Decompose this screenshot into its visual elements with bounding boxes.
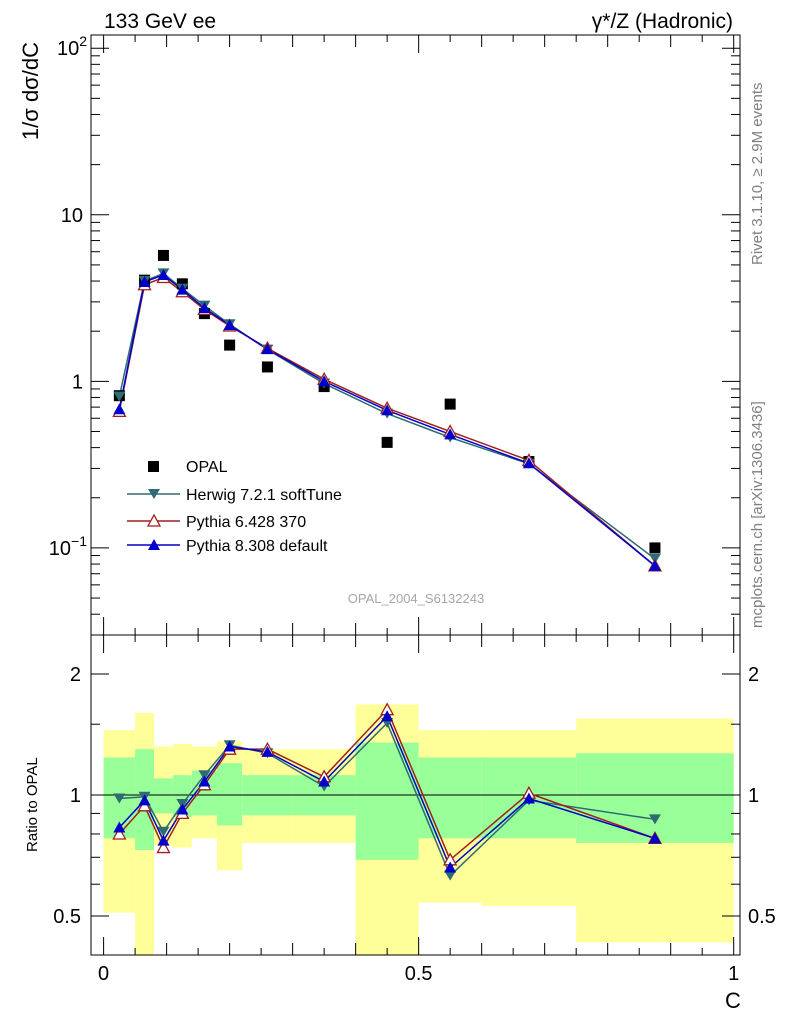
pythia8-main-point-9 [444,428,457,440]
main-ylabel: 1/σ dσ/dC [18,42,43,140]
rivet-label: Rivet 3.1.10, ≥ 2.9M events [749,83,766,266]
mcplots-label: mcplots.cern.ch [arXiv:1306.3436] [749,401,766,628]
pythia8-ratio-point-1 [138,794,151,806]
pythia8-ratio-point-3 [176,803,189,815]
ratio-xlabel: C [725,988,741,1013]
opal-point-2 [157,249,169,261]
ratio-ytick-label-left-1: 1 [70,785,81,807]
opal-point-11 [649,542,661,554]
legend-pythia8-label: Pythia 8.308 default [186,538,328,555]
main-ytick-label-1: 10 [61,205,83,227]
pythia8-main-point-3 [176,283,189,295]
pythia8-main-point-4 [198,302,211,314]
opal-point-5 [224,339,236,351]
ratio-ytick-label-right-2: 2 [748,664,759,686]
ratio-series [112,702,663,881]
analysis-watermark: OPAL_2004_S6132243 [348,591,484,606]
pythia8-ratio-point-6 [261,745,274,757]
herwig-ratio-point-2 [157,826,170,837]
pythia8-main-point-10 [522,457,535,469]
herwig-main-point-0 [113,391,126,402]
band-inner-11 [576,753,734,843]
pythia8-main-point-1 [138,275,151,287]
ratio-ytick-label-left-2: 2 [70,664,81,686]
pythia8-ratio-point-8 [381,710,394,722]
ratio-xtick-label-1: 0.5 [405,963,433,985]
ratio-ylabel: Ratio to OPAL [24,757,41,852]
pythia8-ratio-point-11 [648,832,661,844]
legend-herwig-label: Herwig 7.2.1 softTune [186,487,342,504]
pythia8-main-point-6 [261,343,274,355]
pythia8-ratio-line [118,714,656,869]
pythia8-ratio-point-9 [444,861,457,873]
band-inner-2 [154,778,173,814]
header-left: 133 GeV ee [104,10,216,33]
legend-pythia6-marker [146,513,162,527]
axis-ticks: 102 10 1 10−1 0 0.5 1 0.5 0.5 1 1 2 2 [49,33,776,985]
legend-opal-marker [148,461,159,472]
opal-point-8 [381,436,393,448]
pythia8-ratio-point-5 [223,740,236,752]
ratio-xtick-label-0: 0 [98,963,109,985]
header-right: γ*/Z (Hadronic) [592,10,733,33]
herwig-ratio-point-0 [113,793,126,804]
pythia8-ratio-point-7 [318,775,331,787]
opal-point-6 [261,361,273,373]
main-ytick-label-3: 10−1 [49,533,87,560]
pythia8-main-point-0 [113,403,126,415]
band-inner-5 [217,763,243,826]
main-ytick-label-2: 1 [72,371,83,393]
pythia8-ratio-point-4 [198,775,211,787]
pythia8-main-point-5 [223,318,236,330]
legend-pythia6-label: Pythia 6.428 370 [186,514,306,531]
pythia8-main-point-11 [648,559,661,571]
band-inner-8 [355,742,419,860]
ratio-xtick-label-2: 1 [728,963,739,985]
opal-point-9 [444,398,456,410]
pythia8-ratio-point-2 [157,834,170,846]
legend: OPAL Herwig 7.2.1 softTune Pythia 6.428 … [127,459,342,555]
pythia6-ratio-point-2 [156,840,171,854]
main-ytick-label-0: 102 [57,33,87,60]
pythia6-ratio-point-0 [112,826,127,840]
band-inner-9 [418,757,482,839]
herwig-ratio-point-4 [198,770,211,781]
herwig-ratio-point-9 [444,870,457,881]
pythia8-main-point-7 [318,375,331,387]
main-series [112,249,663,572]
pythia8-main-point-2 [157,268,170,280]
ratio-ytick-label-left-0: 0.5 [53,906,81,928]
legend-herwig-marker [148,489,160,499]
legend-opal-label: OPAL [186,459,228,476]
pythia8-ratio-point-0 [113,821,126,833]
ratio-ytick-label-right-0: 0.5 [748,906,776,928]
pythia8-main-point-8 [381,404,394,416]
legend-pythia8-marker [148,539,160,550]
ratio-ytick-label-right-1: 1 [748,785,759,807]
pythia8-ratio-point-10 [522,792,535,804]
herwig-ratio-point-11 [648,814,661,825]
ratio-uncertainty-bands [103,704,734,955]
